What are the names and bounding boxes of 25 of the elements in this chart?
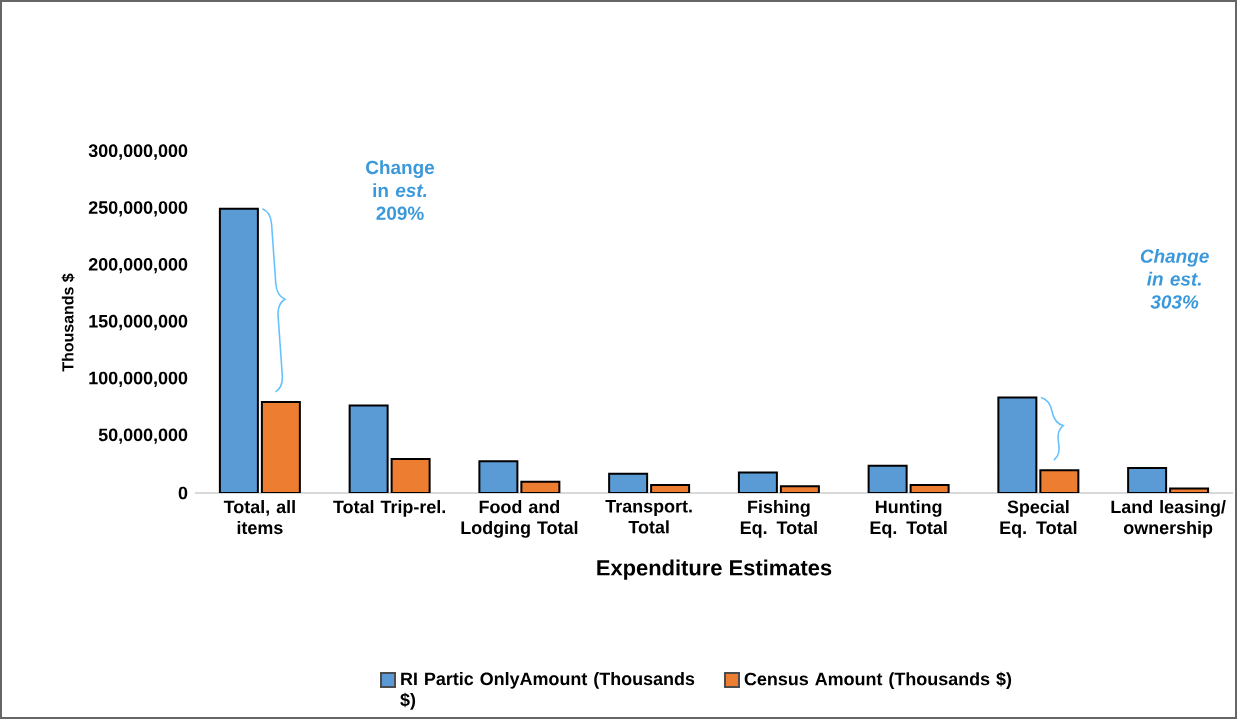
y-tick-label: 250,000,000 <box>88 201 188 217</box>
y-tick-label: 150,000,000 <box>89 314 188 331</box>
y-tick-label: 50,000,000 <box>98 428 188 444</box>
x-tick-label: Total Trip-rel. <box>333 500 446 517</box>
bar <box>218 207 259 493</box>
x-tick-label: Fishing Eq. Total <box>740 500 817 538</box>
bar <box>997 396 1038 493</box>
x-tick-label: Total, all items <box>223 500 295 535</box>
legend-label: RI Partic OnlyAmount (Thousands $) <box>400 672 695 710</box>
x-tick-label: Transport. Total <box>605 500 692 534</box>
y-tick-label: 200,000,000 <box>88 258 188 274</box>
annotation: Change in est. 303% <box>1140 248 1209 309</box>
x-tick-label: Food and Lodging Total <box>461 500 578 538</box>
x-tick-label: Special Eq. Total <box>1000 500 1077 538</box>
annotation: Change in est. 209% <box>366 160 435 220</box>
x-axis-title: Expenditure Estimates <box>597 559 832 580</box>
y-tick-label: 100,000,000 <box>89 371 188 387</box>
bar <box>260 401 301 493</box>
x-tick-label: Hunting Eq. Total <box>870 500 947 538</box>
y-tick-label: 0 <box>178 486 188 500</box>
bar <box>348 404 389 493</box>
legend-label: Census Amount (Thousands $) <box>744 671 1012 689</box>
x-tick-label: Land leasing/ ownership <box>1111 500 1226 538</box>
y-axis-title: Thousands $ <box>61 273 75 372</box>
y-tick-label: 300,000,000 <box>88 144 188 160</box>
